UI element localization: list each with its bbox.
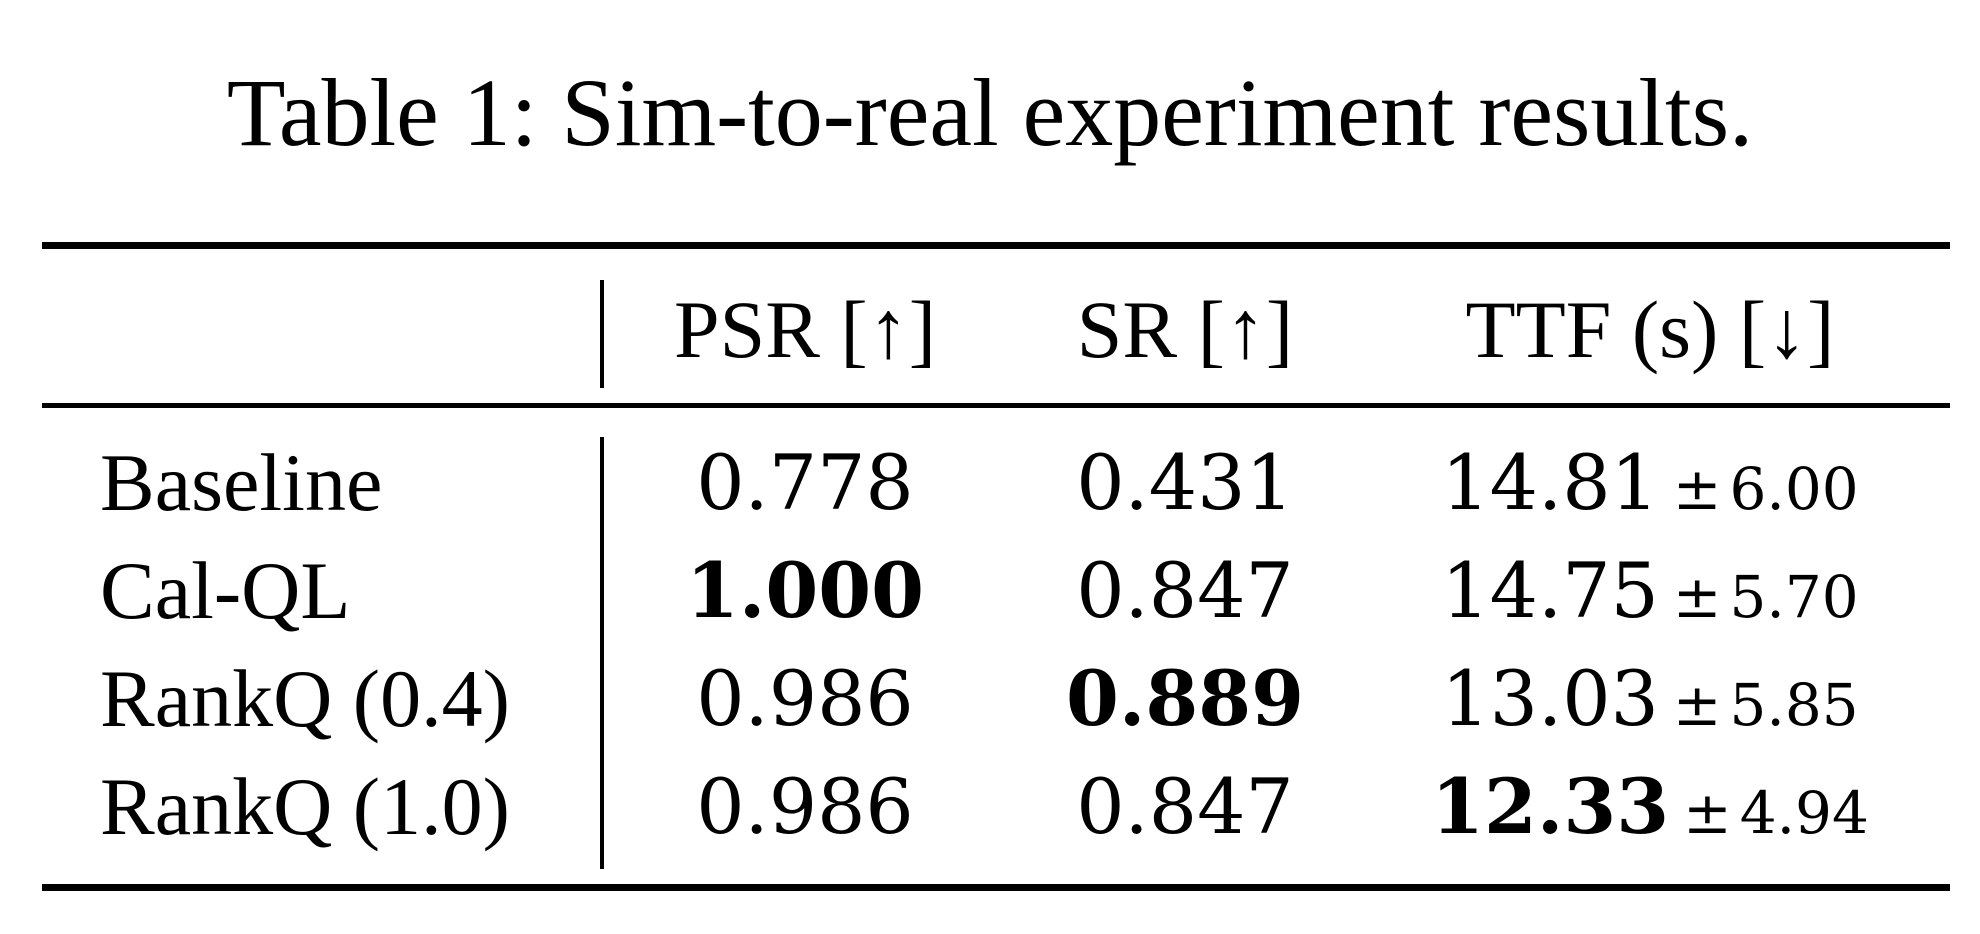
- psr-value: 0.986: [696, 762, 914, 851]
- ttf-mean: 13.03: [1441, 654, 1659, 743]
- plus-minus: ±: [1672, 563, 1722, 631]
- ttf-mean: 14.81: [1441, 438, 1659, 527]
- header-rule: [42, 403, 1950, 408]
- sr-value: 0.847: [1076, 546, 1294, 635]
- ttf-mean: 12.33: [1431, 762, 1670, 851]
- table-row: Baseline 0.778 0.431 14.81 ±6.00: [0, 429, 1980, 537]
- sr-value: 0.847: [1076, 762, 1294, 851]
- body-vertical-separator: [600, 437, 604, 869]
- method-name: Cal-QL: [100, 545, 351, 636]
- ttf-value: 13.03 ±5.85: [1380, 645, 1920, 759]
- bottom-rule: [42, 884, 1950, 891]
- plus-minus: ±: [1672, 671, 1722, 739]
- ttf-std: 4.94: [1739, 779, 1869, 847]
- header-sr: SR [↑]: [1076, 284, 1294, 375]
- header-vertical-separator: [600, 280, 604, 388]
- ttf-mean: 14.75: [1441, 546, 1659, 635]
- ttf-std: 5.85: [1729, 671, 1859, 739]
- method-name: RankQ (1.0): [100, 761, 510, 852]
- psr-value: 0.778: [696, 438, 914, 527]
- method-name: RankQ (0.4): [100, 653, 510, 744]
- table-row: RankQ (1.0) 0.986 0.847 12.33 ±4.94: [0, 753, 1980, 861]
- table-row: RankQ (0.4) 0.986 0.889 13.03 ±5.85: [0, 645, 1980, 753]
- header-ttf: TTF (s) [↓]: [1465, 284, 1835, 375]
- method-name: Baseline: [100, 437, 383, 528]
- ttf-value: 14.75 ±5.70: [1380, 537, 1920, 651]
- table-caption: Table 1: Sim-to-real experiment results.: [226, 59, 1754, 166]
- plus-minus: ±: [1683, 779, 1732, 847]
- plus-minus: ±: [1672, 455, 1722, 523]
- top-rule: [42, 242, 1950, 249]
- ttf-std: 5.70: [1729, 563, 1859, 631]
- ttf-std: 6.00: [1729, 455, 1859, 523]
- ttf-value: 14.81 ±6.00: [1380, 429, 1920, 543]
- table-row: Cal-QL 1.000 0.847 14.75 ±5.70: [0, 537, 1980, 645]
- header-psr: PSR [↑]: [673, 284, 936, 375]
- psr-value: 1.000: [686, 546, 924, 635]
- sr-value: 0.431: [1076, 438, 1294, 527]
- sr-value: 0.889: [1066, 654, 1304, 743]
- psr-value: 0.986: [696, 654, 914, 743]
- ttf-value: 12.33 ±4.94: [1380, 753, 1920, 867]
